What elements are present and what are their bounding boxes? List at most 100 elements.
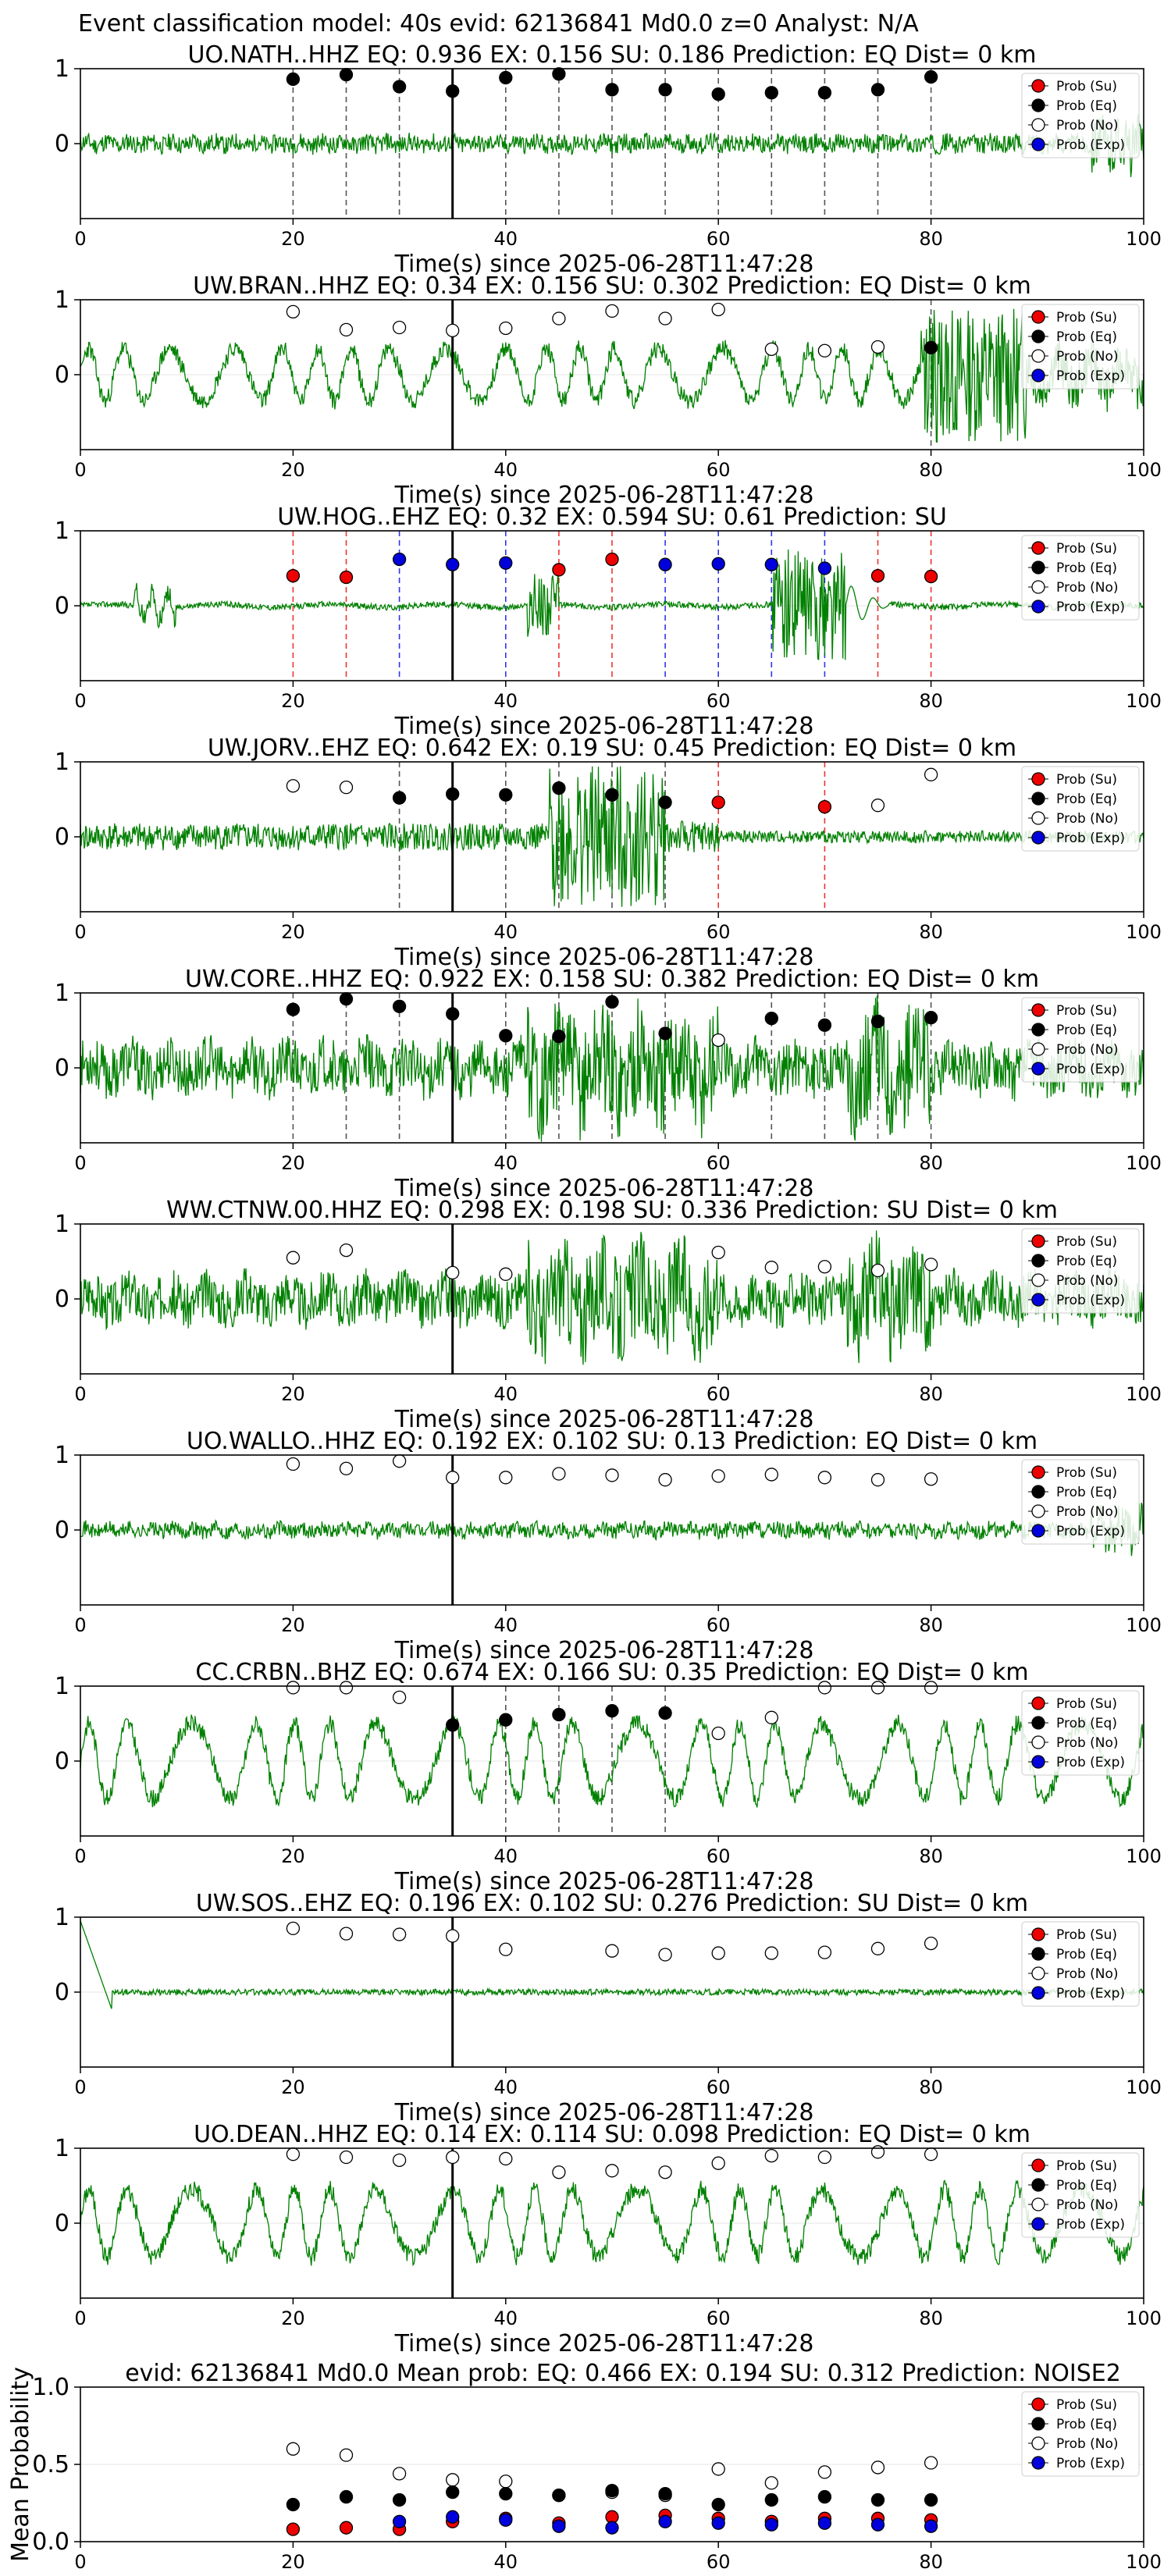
panel-6: WW.CTNW.00.HHZ EQ: 0.298 EX: 0.198 SU: 0… <box>55 1197 1162 1433</box>
prob-point-no <box>605 1468 619 1482</box>
legend-label: Prob (Exp) <box>1056 600 1125 615</box>
legend-label: Prob (No) <box>1056 811 1119 827</box>
legend-marker-su <box>1031 1927 1045 1941</box>
legend-box <box>1021 1690 1140 1776</box>
prob-point-eq <box>499 1029 513 1043</box>
prob-point-no <box>711 1033 725 1048</box>
mean-point-su <box>286 2522 301 2536</box>
prob-point-no <box>286 1251 301 1265</box>
x-tick-label: 60 <box>707 2076 731 2098</box>
panel-title: UO.DEAN..HHZ EQ: 0.14 EX: 0.114 SU: 0.09… <box>194 2121 1030 2148</box>
panel-7: UO.WALLO..HHZ EQ: 0.192 EX: 0.102 SU: 0.… <box>55 1428 1162 1664</box>
legend-marker-exp <box>1031 1755 1045 1769</box>
mean-point-eq <box>764 2492 778 2507</box>
legend-marker-exp <box>1031 600 1045 614</box>
prob-point-no <box>446 1265 460 1280</box>
legend-marker-exp <box>1031 137 1045 151</box>
prob-point-no <box>552 2165 566 2179</box>
legend-label: Prob (Su) <box>1056 2397 1117 2413</box>
prob-point-no <box>339 2150 354 2165</box>
legend-label: Prob (No) <box>1056 2197 1119 2213</box>
prob-point-su <box>339 570 354 585</box>
panel-3: UW.HOG..EHZ EQ: 0.32 EX: 0.594 SU: 0.61 … <box>55 503 1162 740</box>
legend-label: Prob (Exp) <box>1056 2217 1125 2233</box>
prob-point-no <box>658 2165 672 2179</box>
legend-box <box>1021 766 1140 852</box>
prob-point-no <box>392 2153 407 2168</box>
x-tick-label: 60 <box>707 1383 731 1405</box>
prob-point-no <box>339 1461 354 1475</box>
x-tick-label: 20 <box>281 690 305 712</box>
x-tick-label: 100 <box>1126 228 1162 250</box>
prob-point-no <box>764 1710 778 1724</box>
x-tick-label: 80 <box>919 459 943 481</box>
x-tick-label: 60 <box>707 1845 731 1867</box>
legend-marker-exp <box>1031 1986 1045 2000</box>
prob-point-no <box>605 2164 619 2178</box>
prob-point-no <box>764 1468 778 1482</box>
x-tick-label: 0 <box>74 459 86 481</box>
x-tick-label: 40 <box>494 690 518 712</box>
legend-label: Prob (Eq) <box>1056 1254 1117 1269</box>
mean-point-no <box>711 2462 725 2476</box>
x-tick-label: 20 <box>281 2076 305 2098</box>
panel-title: UO.NATH..HHZ EQ: 0.936 EX: 0.156 SU: 0.1… <box>188 41 1037 69</box>
x-tick-label: 80 <box>919 2307 943 2329</box>
prob-point-exp <box>817 561 832 575</box>
prob-point-eq <box>924 340 938 355</box>
x-tick-label: 40 <box>494 2551 518 2573</box>
legend-marker-no <box>1031 1735 1045 1749</box>
mean-point-no <box>286 2442 301 2456</box>
legend-marker-su <box>1031 1696 1045 1710</box>
x-axis-label: Time(s) since 2025-06-28T11:47:28 <box>394 482 814 509</box>
prob-point-no <box>286 1681 301 1695</box>
legend-label: Prob (Su) <box>1056 2158 1117 2174</box>
legend-label: Prob (Eq) <box>1056 1716 1117 1731</box>
legend-label: Prob (Exp) <box>1056 2456 1125 2471</box>
axes-frame <box>80 1454 1144 1606</box>
prob-point-no <box>286 1457 301 1471</box>
panel-title: UW.BRAN..HHZ EQ: 0.34 EX: 0.156 SU: 0.30… <box>193 272 1031 300</box>
y-tick-label: 1 <box>55 518 69 545</box>
waveform-trace <box>80 308 1144 443</box>
prob-point-su <box>870 568 885 583</box>
prob-point-no <box>446 1471 460 1485</box>
prob-point-no <box>499 1267 513 1281</box>
x-axis-label: Time(s) since 2025-06-28T11:47:28 <box>394 1637 814 1664</box>
mean-point-no <box>339 2448 354 2462</box>
legend-marker-su <box>1031 2158 1045 2172</box>
x-tick-label: 20 <box>281 2551 305 2573</box>
x-tick-label: 0 <box>74 228 86 250</box>
x-tick-label: 60 <box>707 2551 731 2573</box>
x-tick-label: 100 <box>1126 1152 1162 1174</box>
waveform-trace <box>80 1920 1144 2009</box>
axes-frame <box>80 68 1144 219</box>
legend-label: Prob (Su) <box>1056 79 1117 94</box>
prob-point-no <box>339 780 354 795</box>
prob-point-eq <box>870 1014 885 1029</box>
x-tick-label: 20 <box>281 921 305 943</box>
y-tick-label: 1 <box>55 1673 69 1700</box>
y-axis-label: Mean Probability <box>7 2367 34 2562</box>
panel-title: UW.CORE..HHZ EQ: 0.922 EX: 0.158 SU: 0.3… <box>185 966 1039 993</box>
prob-point-eq <box>286 72 301 87</box>
legend-label: Prob (No) <box>1056 349 1119 365</box>
legend-box <box>1021 2152 1140 2238</box>
legend-marker-no <box>1031 2197 1045 2211</box>
prob-point-no <box>552 311 566 326</box>
y-tick-label: 0 <box>55 1517 69 1544</box>
prob-point-no <box>924 1258 938 1272</box>
waveform-trace <box>80 1230 1144 1365</box>
legend-box <box>1021 997 1140 1083</box>
prob-point-no <box>870 1681 885 1695</box>
prob-point-no <box>711 302 725 317</box>
mean-point-eq <box>552 2488 566 2503</box>
y-tick-label: 0 <box>55 130 69 158</box>
x-tick-label: 0 <box>74 1845 86 1867</box>
y-tick-label: 1 <box>55 749 69 776</box>
legend-label: Prob (Exp) <box>1056 137 1125 153</box>
prob-point-no <box>764 1261 778 1275</box>
legend-marker-eq <box>1031 329 1045 343</box>
y-tick-label: 0 <box>55 824 69 851</box>
